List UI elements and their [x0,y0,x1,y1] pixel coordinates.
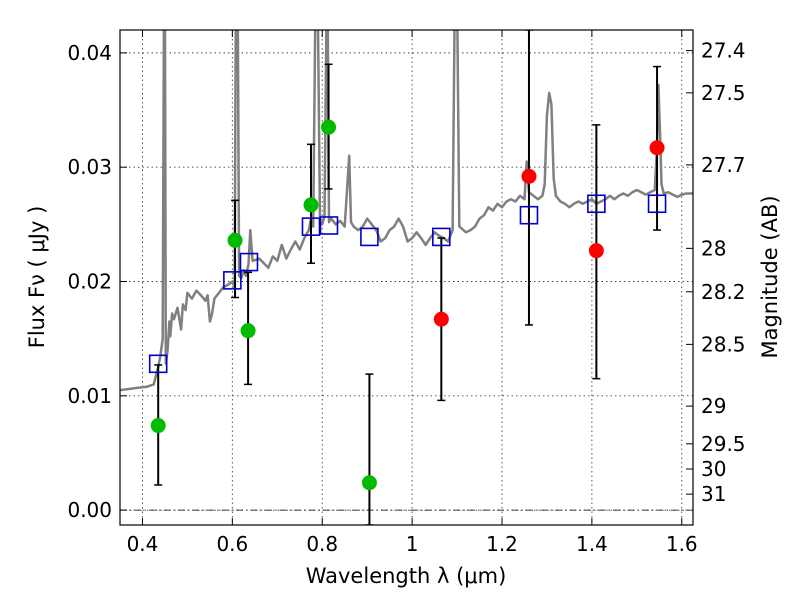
red-data-point [521,168,537,184]
x-tick-label: 1.6 [666,532,698,556]
x-axis-label: Wavelength λ (μm) [306,564,507,588]
model-square-marker [647,194,667,214]
magnitude-tick-label: 30 [701,457,726,481]
green-data-point [321,119,337,135]
x-tick-labels: 0.4 0.6 0.8 1 1.2 1.4 1.6 [127,532,698,556]
x-tick-label: 1.4 [576,532,608,556]
magnitude-tick-label: 31 [701,482,726,506]
model-square-marker [239,252,259,272]
magnitude-tick-label: 28.2 [701,280,746,304]
magnitude-tick-label: 27.7 [701,153,746,177]
magnitude-tick-label: 27.4 [701,39,746,63]
model-square-marker [519,205,539,225]
y-tick-label: 0.02 [67,270,112,294]
plot-frame [119,29,694,526]
model-square-marker [301,217,321,236]
x-tick-label: 0.8 [306,532,338,556]
y-tick-label: 0.03 [67,155,112,179]
model-square-marker [432,227,451,247]
green-data-point [303,197,319,213]
magnitude-tick-label: 28 [701,236,726,260]
red-data-point [588,243,604,259]
grid-lines [120,30,693,525]
model-square-marker [587,194,606,214]
x-tick-label: 1.2 [486,532,518,556]
y-tick-label: 0.00 [67,498,112,522]
green-data-point [227,232,243,248]
model-square-marker [319,216,339,235]
magnitude-tick-label: 29.5 [701,432,746,456]
x-tick-label: 0.6 [216,532,248,556]
y-axis-label: Flux Fν ( μJy ) [25,206,49,349]
green-data-point [361,475,377,491]
magnitude-tick-label: 28.5 [701,332,746,356]
green-data-point [150,418,166,434]
x-tick-label: 0.4 [127,532,159,556]
model-square-marker [223,271,242,290]
data-markers [148,119,667,491]
green-data-point [240,323,256,339]
axis-ticks [120,30,693,525]
magnitude-axis-label: Magnitude (AB) [758,195,782,358]
model-square-marker [148,354,168,374]
magnitude-tick-label: 27.5 [701,81,746,105]
x-tick-label: 1 [406,532,419,556]
y-tick-label: 0.01 [67,384,112,408]
y-tick-labels: 0.00 0.01 0.02 0.03 0.04 [67,41,112,522]
red-data-point [649,140,665,156]
plot-area [120,30,693,525]
model-spectrum-line [120,30,693,392]
red-data-point [433,311,449,327]
y-tick-label: 0.04 [67,41,112,65]
model-square-marker [360,227,379,247]
magnitude-tick-label: 29 [701,394,726,418]
